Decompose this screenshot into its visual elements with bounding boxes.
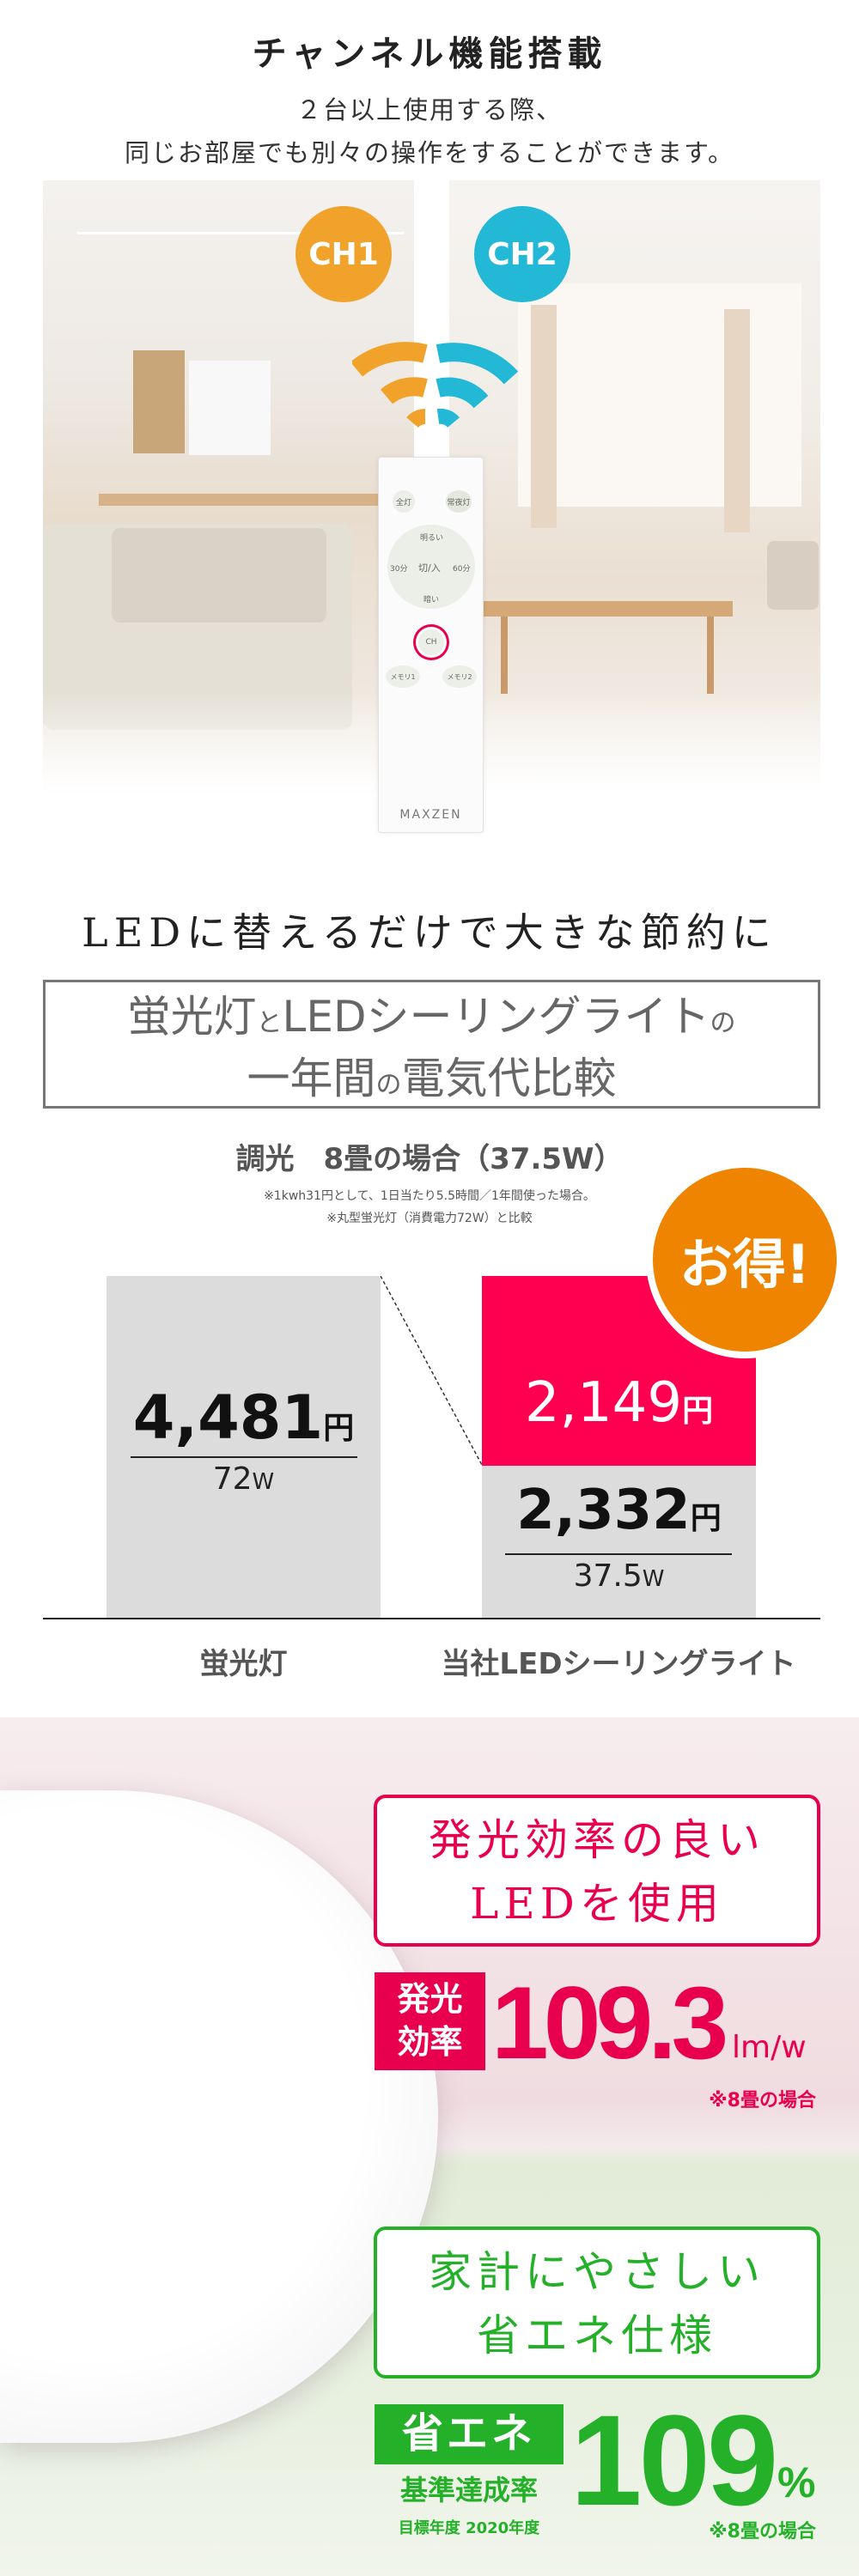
remote-power: 切/入 (418, 562, 441, 574)
remote-full-light-button: 全灯 (393, 490, 415, 513)
channel-subtitle-1: ２台以上使用する際、 (295, 95, 563, 125)
efficiency-heading-box: 発光効率の良い LEDを使用 (374, 1795, 820, 1947)
eco-badge: 省エネ (375, 2404, 564, 2464)
remote-memory2-button: メモリ2 (442, 665, 477, 688)
efficiency-heading-1: 発光効率の良い (429, 1815, 765, 1865)
eco-note: ※8畳の場合 (709, 2521, 816, 2543)
led-bar (482, 1466, 756, 1618)
note-2: ※丸型蛍光灯（消費電力72W）と比較 (326, 1212, 533, 1225)
box-led: LEDシーリングライト (282, 992, 710, 1042)
note-1: ※1kwh31円として、1日当たり5.5時間／1年間使った場合。 (264, 1189, 595, 1203)
led-label: 当社LEDシーリングライト (441, 1647, 796, 1681)
remote-30min: 30分 (390, 565, 408, 574)
remote-dimmer: 暗い (423, 596, 440, 605)
efficiency-badge-1: 発光 (397, 1980, 463, 2018)
yen-unit: 円 (682, 1394, 714, 1429)
channel-subtitle-2: 同じお部屋でも別々の操作をすることができます。 (124, 138, 735, 167)
led-watt: 37.5W (482, 1558, 756, 1594)
watt-unit: W (252, 1469, 275, 1495)
led-cost: 2,332円 (482, 1479, 756, 1542)
fluorescent-cost-value: 4,481 (132, 1382, 324, 1453)
efficiency-heading-2: LEDを使用 (470, 1879, 724, 1929)
savings-title: LEDに替えるだけで大きな節約に (82, 909, 777, 956)
remote-control: 全灯 常夜灯 明るい 30分 切/入 60分 暗い CH メモリ1 メモリ2 M… (378, 457, 484, 833)
box-no2: の (375, 1070, 402, 1100)
saving-amount: 2,149円 (482, 1370, 756, 1444)
eco-unit: % (777, 2458, 816, 2506)
remote-brighter: 明るい (420, 534, 444, 543)
eco-heading-box: 家計にやさしい 省エネ仕様 (374, 2227, 820, 2379)
efficiency-badge-2: 効率 (397, 2023, 463, 2061)
fluorescent-label: 蛍光灯 (199, 1647, 288, 1681)
fluorescent-watt-value: 72 (212, 1461, 253, 1497)
box-year: 一年間 (247, 1054, 376, 1103)
eco-heading-2: 省エネ仕様 (477, 2311, 717, 2360)
target-year: 目標年度 2020年度 (398, 2519, 540, 2537)
fluorescent-cost: 4,481円 (107, 1382, 381, 1453)
comparison-heading-box: 蛍光灯とLEDシーリングライトの 一年間の電気代比較 (43, 980, 820, 1109)
channel-title: チャンネル機能搭載 (252, 33, 607, 74)
divider (505, 1553, 732, 1555)
box-to: と (256, 1008, 283, 1038)
remote-night-light-button: 常夜灯 (446, 490, 472, 513)
eco-heading-1: 家計にやさしい (429, 2247, 765, 2297)
eco-value: 109 (570, 2388, 778, 2532)
baseline (43, 1618, 820, 1619)
efficiency-note: ※8畳の場合 (709, 2090, 816, 2111)
ch1-badge: CH1 (295, 206, 392, 302)
ch2-badge: CH2 (474, 206, 570, 302)
led-cost-value: 2,332 (516, 1479, 691, 1542)
divider (131, 1456, 357, 1458)
deal-badge: お得! (646, 1161, 844, 1358)
efficiency-badge: 発光 効率 (375, 1972, 485, 2070)
remote-60min: 60分 (453, 565, 471, 574)
yen-unit: 円 (323, 1411, 355, 1446)
condition-text: 調光 8畳の場合（37.5W） (235, 1142, 624, 1176)
remote-memory1-button: メモリ1 (386, 665, 420, 688)
remote-brand-logo: MAXZEN (399, 808, 462, 822)
fluorescent-watt: 72W (107, 1461, 381, 1497)
wireless-signal-icon (352, 342, 519, 428)
remote-ch-button: CH (418, 629, 444, 655)
efficiency-unit: lm/w (732, 2030, 807, 2065)
remote-dial: 明るい 30分 切/入 60分 暗い (387, 525, 475, 609)
saving-value: 2,149 (524, 1371, 683, 1435)
watt-unit: W (642, 1566, 665, 1592)
led-watt-value: 37.5 (573, 1558, 643, 1594)
box-no: の (710, 1008, 736, 1038)
dashed-connector (381, 1276, 483, 1466)
eco-badge-sub: 基準達成率 (399, 2474, 538, 2506)
box-fluorescent: 蛍光灯 (127, 992, 257, 1042)
fluorescent-bar (107, 1276, 381, 1618)
efficiency-value: 109.3 (491, 1965, 728, 2081)
yen-unit: 円 (690, 1501, 722, 1536)
box-cost-compare: 電気代比較 (401, 1054, 617, 1103)
